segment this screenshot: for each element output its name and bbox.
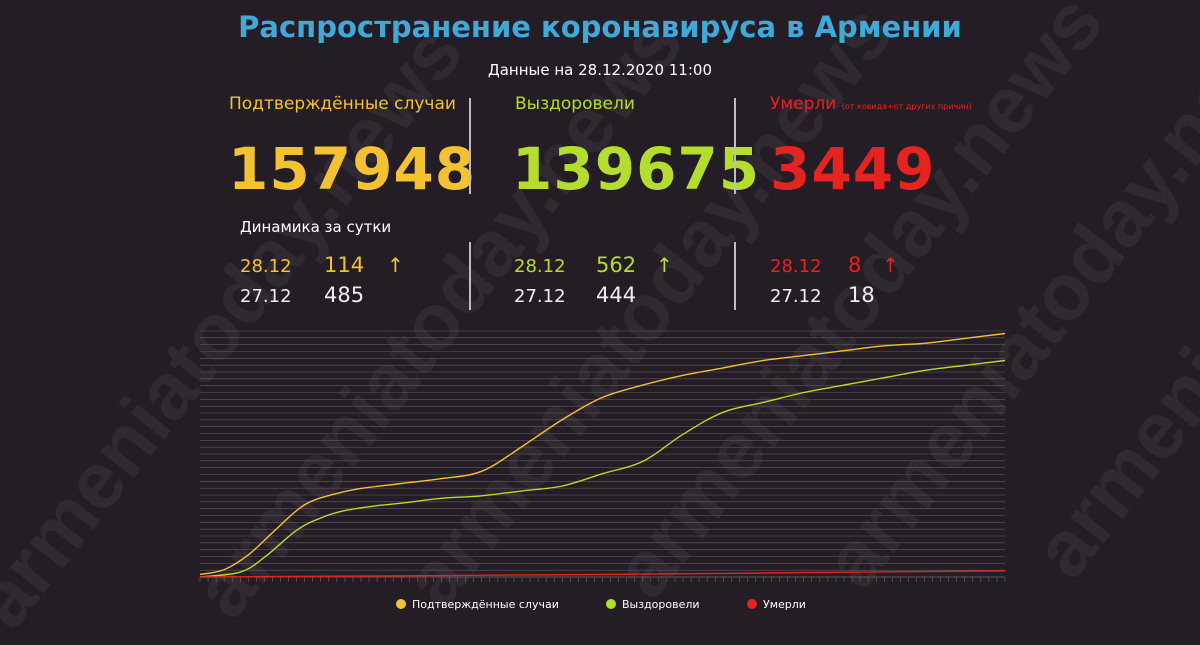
series-line-deaths	[199, 570, 1006, 578]
legend-item-recovered: Выздоровели	[606, 598, 700, 611]
daily-dynamics-title: Динамика за сутки	[240, 218, 392, 236]
recovered-prev-date: 27.12	[514, 286, 566, 307]
deaths-label-group: Умерли (от ковида+от других причин)	[770, 94, 972, 114]
chart-grid	[199, 330, 1006, 582]
recovered-total: 139675	[512, 135, 761, 203]
confirmed-label: Подтверждённые случаи	[229, 94, 456, 114]
up-arrow-icon: ↑	[656, 253, 673, 277]
divider	[469, 98, 471, 194]
cases-line-chart	[199, 330, 1006, 582]
confirmed-total: 157948	[228, 135, 477, 203]
series-line-confirmed	[199, 332, 1006, 576]
confirmed-today-date: 28.12	[240, 256, 292, 277]
up-arrow-icon: ↑	[387, 253, 404, 277]
recovered-prev-value: 444	[596, 283, 637, 307]
confirmed-prev-value: 485	[324, 283, 365, 307]
up-arrow-icon: ↑	[882, 253, 899, 277]
series-line-recovered	[199, 359, 1006, 578]
recovered-today-date: 28.12	[514, 256, 566, 277]
deaths-label: Умерли	[770, 94, 837, 114]
recovered-label: Выздоровели	[515, 94, 635, 114]
deaths-today-value: 8	[848, 253, 862, 277]
legend-label: Выздоровели	[622, 598, 700, 611]
deaths-prev-date: 27.12	[770, 286, 822, 307]
divider	[469, 242, 471, 310]
legend-dot-icon	[396, 599, 406, 609]
legend-item-deaths: Умерли	[747, 598, 806, 611]
legend-label: Умерли	[763, 598, 806, 611]
recovered-today-value: 562	[596, 253, 637, 277]
legend-dot-icon	[606, 599, 616, 609]
deaths-total: 3449	[770, 135, 936, 203]
confirmed-today-value: 114	[324, 253, 365, 277]
legend-dot-icon	[747, 599, 757, 609]
deaths-prev-value: 18	[848, 283, 875, 307]
page-title: Распространение коронавируса в Армении	[238, 10, 962, 44]
divider	[734, 242, 736, 310]
confirmed-prev-date: 27.12	[240, 286, 292, 307]
deaths-today-date: 28.12	[770, 256, 822, 277]
legend-label: Подтверждённые случаи	[412, 598, 559, 611]
legend-item-confirmed: Подтверждённые случаи	[396, 598, 559, 611]
deaths-note: (от ковида+от других причин)	[841, 102, 972, 111]
chart-series	[199, 332, 1006, 578]
divider	[734, 98, 736, 194]
data-timestamp: Данные на 28.12.2020 11:00	[487, 61, 712, 79]
